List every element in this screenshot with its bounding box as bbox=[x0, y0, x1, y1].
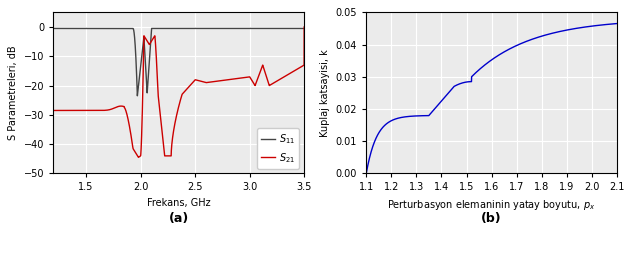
$S_{21}$ bbox=[209, 80, 216, 83]
$S_{11}$ bbox=[134, 94, 141, 97]
$S_{21}$ bbox=[198, 80, 206, 83]
$S_{11}$ bbox=[249, 27, 256, 30]
$S_{21}$ bbox=[249, 80, 256, 83]
$S_{11}$ bbox=[300, 27, 308, 30]
Y-axis label: Kuplaj katsayisi, k: Kuplaj katsayisi, k bbox=[320, 49, 330, 137]
Line: $S_{21}$: $S_{21}$ bbox=[53, 27, 304, 157]
X-axis label: Frekans, GHz: Frekans, GHz bbox=[147, 198, 211, 208]
$S_{21}$ bbox=[300, 25, 308, 29]
$S_{11}$ bbox=[198, 27, 206, 30]
$S_{21}$ bbox=[49, 109, 57, 112]
$S_{11}$ bbox=[235, 27, 243, 30]
$S_{11}$ bbox=[62, 27, 70, 30]
Y-axis label: S Parametreleri, dB: S Parametreleri, dB bbox=[8, 45, 18, 140]
$S_{11}$ bbox=[209, 27, 216, 30]
Text: (b): (b) bbox=[481, 212, 502, 225]
$S_{21}$ bbox=[235, 77, 243, 80]
Legend: $S_{11}$, $S_{21}$: $S_{11}$, $S_{21}$ bbox=[257, 128, 299, 169]
$S_{21}$ bbox=[141, 35, 148, 38]
$S_{21}$ bbox=[135, 156, 142, 159]
$S_{11}$ bbox=[49, 27, 57, 30]
$S_{21}$ bbox=[62, 109, 70, 112]
Text: (a): (a) bbox=[168, 212, 189, 225]
Line: $S_{11}$: $S_{11}$ bbox=[53, 29, 304, 96]
$S_{11}$ bbox=[141, 41, 148, 44]
X-axis label: Perturbasyon elemaninin yatay boyutu, $p_x$: Perturbasyon elemaninin yatay boyutu, $p… bbox=[387, 198, 596, 212]
